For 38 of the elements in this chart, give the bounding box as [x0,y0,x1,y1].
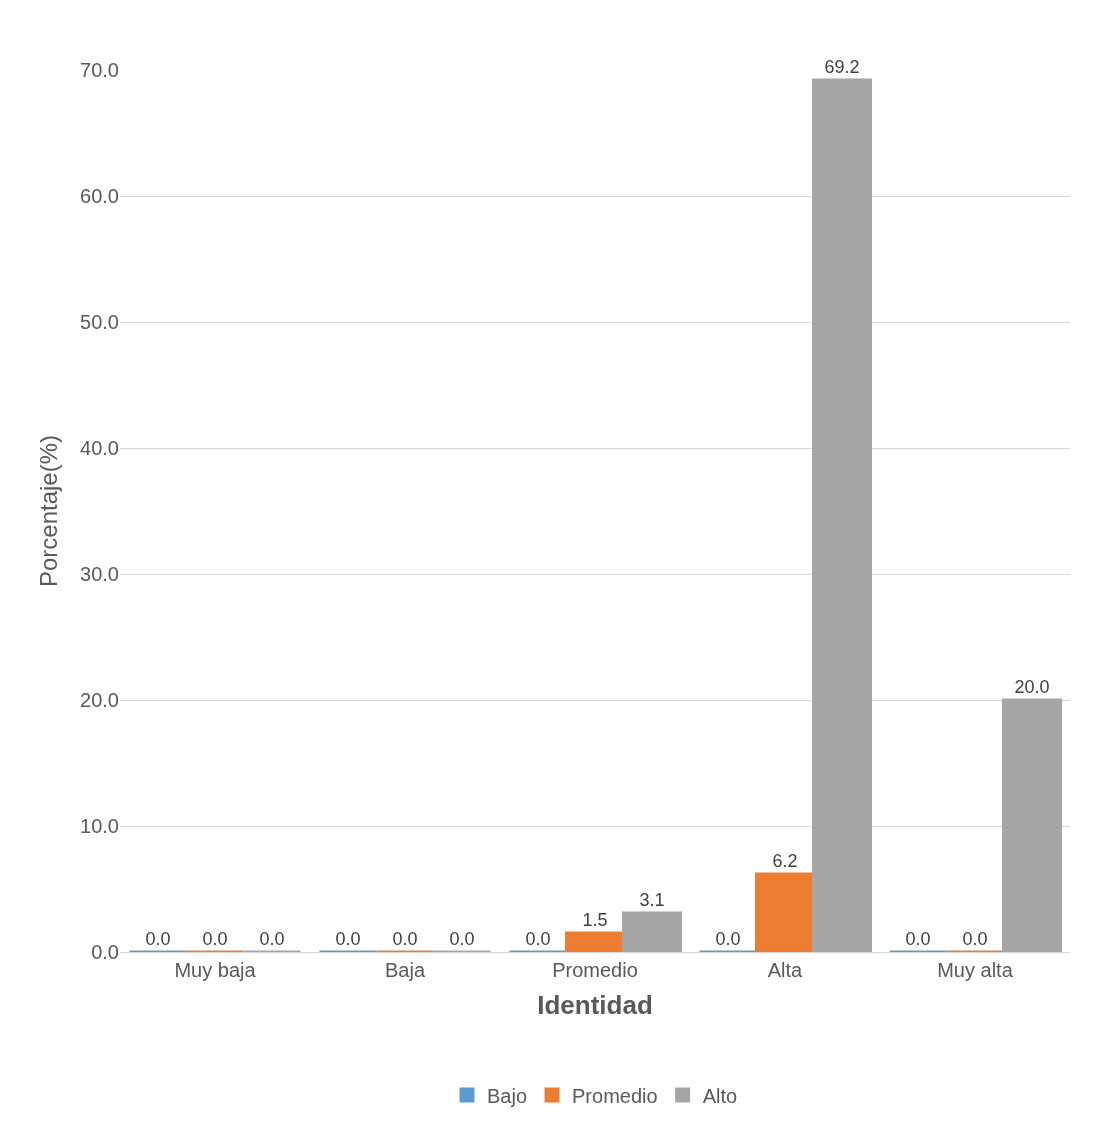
bar [565,931,625,952]
data-label: 69.2 [824,57,860,78]
legend-label: Alto [702,1084,738,1107]
legend-label: Promedio [572,1084,658,1107]
x-tick-label: Muy baja [174,959,257,981]
bar [622,911,682,952]
data-label: 0.0 [715,929,741,949]
bar [1002,698,1062,952]
y-tick-label: 30.0 [80,563,119,585]
y-tick-label: 60.0 [80,185,119,207]
y-tick-label: 20.0 [80,689,119,711]
y-tick-label: 70.0 [80,59,119,81]
data-label: 0.0 [905,929,931,949]
y-tick-label: 40.0 [80,437,119,459]
data-label: 0.0 [449,929,475,949]
data-label: 0.0 [145,929,171,949]
data-label: 0.0 [335,929,361,949]
data-label: 20.0 [1014,677,1050,697]
x-tick-label: Alta [767,959,804,981]
bar [755,872,815,952]
data-label: 0.0 [259,929,285,949]
x-tick-label: Baja [384,959,426,981]
data-label: 1.5 [582,910,608,931]
x-tick-label: Promedio [552,959,638,981]
y-axis-title: Porcentaje(%) [35,434,63,588]
data-label: 0.0 [392,929,418,949]
data-label: 6.2 [772,850,798,871]
data-label: 0.0 [962,929,988,949]
y-tick-label: 10.0 [80,815,119,837]
x-tick-label: Muy alta [937,959,1014,981]
data-label: 3.1 [639,889,665,910]
x-axis-title: Identidad [537,989,653,1020]
y-tick-label: 0.0 [91,941,119,963]
y-tick-label: 50.0 [80,311,119,333]
data-label: 0.0 [202,929,228,949]
legend-label: Bajo [487,1084,528,1107]
bar [812,78,872,952]
data-label: 0.0 [525,929,551,949]
